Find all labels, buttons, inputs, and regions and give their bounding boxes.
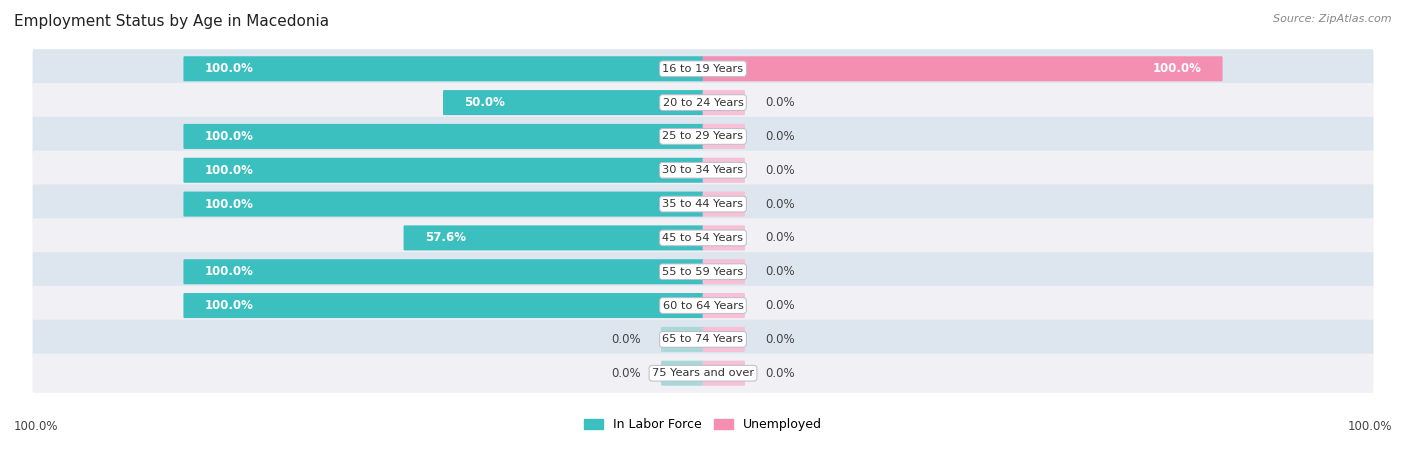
Text: 0.0%: 0.0%: [765, 333, 794, 346]
Text: 0.0%: 0.0%: [765, 299, 794, 312]
FancyBboxPatch shape: [703, 327, 745, 352]
FancyBboxPatch shape: [183, 158, 703, 183]
Text: 0.0%: 0.0%: [765, 367, 794, 380]
FancyBboxPatch shape: [703, 226, 745, 250]
FancyBboxPatch shape: [703, 361, 745, 386]
FancyBboxPatch shape: [703, 90, 745, 115]
Text: 100.0%: 100.0%: [14, 420, 59, 433]
FancyBboxPatch shape: [183, 259, 703, 284]
Text: 0.0%: 0.0%: [765, 231, 794, 244]
Text: 0.0%: 0.0%: [765, 130, 794, 143]
Text: 0.0%: 0.0%: [765, 96, 794, 109]
Text: 16 to 19 Years: 16 to 19 Years: [662, 64, 744, 74]
Text: 100.0%: 100.0%: [1153, 62, 1201, 75]
FancyBboxPatch shape: [703, 124, 745, 149]
Legend: In Labor Force, Unemployed: In Labor Force, Unemployed: [579, 414, 827, 437]
Text: 20 to 24 Years: 20 to 24 Years: [662, 97, 744, 108]
FancyBboxPatch shape: [32, 320, 1374, 359]
Text: 0.0%: 0.0%: [765, 164, 794, 177]
FancyBboxPatch shape: [703, 56, 1223, 81]
Text: 30 to 34 Years: 30 to 34 Years: [662, 165, 744, 175]
Text: 100.0%: 100.0%: [205, 299, 253, 312]
Text: 55 to 59 Years: 55 to 59 Years: [662, 267, 744, 277]
FancyBboxPatch shape: [32, 117, 1374, 156]
Text: 100.0%: 100.0%: [205, 130, 253, 143]
Text: 100.0%: 100.0%: [205, 62, 253, 75]
Text: 100.0%: 100.0%: [1347, 420, 1392, 433]
FancyBboxPatch shape: [32, 286, 1374, 325]
FancyBboxPatch shape: [32, 83, 1374, 122]
Text: 35 to 44 Years: 35 to 44 Years: [662, 199, 744, 209]
Text: 100.0%: 100.0%: [205, 164, 253, 177]
FancyBboxPatch shape: [404, 226, 703, 250]
Text: 0.0%: 0.0%: [612, 367, 641, 380]
Text: 65 to 74 Years: 65 to 74 Years: [662, 334, 744, 345]
Text: 75 Years and over: 75 Years and over: [652, 368, 754, 378]
FancyBboxPatch shape: [703, 158, 745, 183]
Text: 0.0%: 0.0%: [612, 333, 641, 346]
FancyBboxPatch shape: [183, 293, 703, 318]
Text: 0.0%: 0.0%: [765, 265, 794, 278]
FancyBboxPatch shape: [183, 124, 703, 149]
FancyBboxPatch shape: [443, 90, 703, 115]
FancyBboxPatch shape: [32, 252, 1374, 291]
FancyBboxPatch shape: [32, 49, 1374, 88]
FancyBboxPatch shape: [32, 218, 1374, 258]
Text: 100.0%: 100.0%: [205, 198, 253, 211]
Text: 100.0%: 100.0%: [205, 265, 253, 278]
Text: 50.0%: 50.0%: [464, 96, 505, 109]
FancyBboxPatch shape: [703, 192, 745, 216]
FancyBboxPatch shape: [32, 354, 1374, 393]
Text: 45 to 54 Years: 45 to 54 Years: [662, 233, 744, 243]
FancyBboxPatch shape: [183, 56, 703, 81]
Text: 60 to 64 Years: 60 to 64 Years: [662, 300, 744, 311]
FancyBboxPatch shape: [183, 192, 703, 216]
Text: 25 to 29 Years: 25 to 29 Years: [662, 131, 744, 142]
FancyBboxPatch shape: [703, 259, 745, 284]
FancyBboxPatch shape: [32, 184, 1374, 224]
FancyBboxPatch shape: [32, 151, 1374, 190]
FancyBboxPatch shape: [661, 361, 703, 386]
Text: Source: ZipAtlas.com: Source: ZipAtlas.com: [1274, 14, 1392, 23]
FancyBboxPatch shape: [703, 293, 745, 318]
FancyBboxPatch shape: [661, 327, 703, 352]
Text: 57.6%: 57.6%: [425, 231, 465, 244]
Text: 0.0%: 0.0%: [765, 198, 794, 211]
Text: Employment Status by Age in Macedonia: Employment Status by Age in Macedonia: [14, 14, 329, 28]
